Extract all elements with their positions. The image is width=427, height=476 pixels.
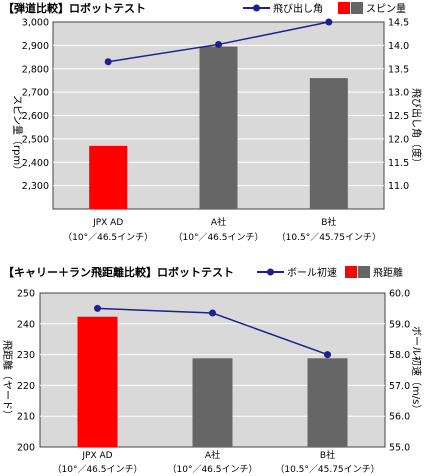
category-labels: JPX AD （10°／46.5インチ） A社 （10°／46.5インチ） B社 （10.… (63, 216, 381, 243)
bars (89, 46, 348, 210)
legend: 飛び出し角 スピン量 (243, 2, 406, 15)
left-tick-label: 230 (17, 350, 35, 361)
category-label: A社 (205, 449, 220, 461)
right-axis-ticks: 11.0 11.5 12.0 12.5 13.0 13.5 14.0 14.5 (388, 18, 409, 193)
right-tick-label: 58.0 (389, 350, 410, 361)
legend-bar-label: 飛距離 (373, 266, 403, 279)
right-tick-label: 55.0 (389, 443, 410, 454)
legend-bar-swatch (351, 2, 363, 14)
right-axis-ticks: 55.0 56.0 57.0 58.0 59.0 60.0 (389, 289, 410, 454)
category-label: JPX AD (92, 218, 123, 228)
bar-2 (192, 358, 233, 447)
bar-1 (77, 316, 118, 447)
chart-title: 【キャリー＋ラン飛距離比較】ロボットテスト (3, 265, 234, 279)
category-label: A社 (211, 216, 226, 228)
left-tick-label: 2,900 (22, 41, 49, 52)
bars (77, 316, 348, 447)
legend-line-marker (253, 4, 260, 12)
line-series (104, 18, 333, 66)
bar-3 (309, 78, 348, 209)
category-label: B社 (320, 449, 335, 461)
right-axis-label: ボール初速（m/s） (410, 326, 423, 414)
right-tick-label: 12.0 (388, 134, 409, 145)
left-axis-ticks: 200 210 220 230 240 250 (17, 289, 35, 454)
chart-ballistic: 【弾道比較】ロボットテスト 飛び出し角 スピン量 2,300 2,400 2,500… (3, 1, 423, 243)
line-point-3 (324, 351, 331, 359)
left-tick-label: 250 (17, 289, 35, 300)
left-axis-label: スピン量（rpm） (11, 95, 23, 175)
right-tick-label: 11.5 (388, 158, 409, 169)
category-spec-label: （10°／46.5インチ） (168, 464, 258, 475)
legend-highlight-swatch (345, 266, 357, 278)
category-spec-label: （10°／46.5インチ） (53, 464, 143, 475)
line-point-2 (209, 309, 216, 317)
legend-bar-label: スピン量 (366, 3, 406, 15)
line-point-1 (94, 304, 101, 312)
line-point-2 (215, 40, 222, 48)
left-tick-label: 2,400 (22, 158, 49, 169)
category-spec-label: （10°／46.5インチ） (63, 232, 153, 243)
left-tick-label: 200 (17, 443, 35, 454)
left-tick-label: 3,000 (22, 18, 49, 29)
right-tick-label: 13.0 (388, 88, 409, 99)
line-series (94, 304, 331, 359)
left-tick-label: 2,500 (22, 134, 49, 145)
line-point-3 (325, 18, 333, 26)
category-label: B社 (321, 216, 336, 228)
category-spec-label: （10°／46.5インチ） (174, 232, 264, 243)
bar-3 (307, 358, 348, 447)
right-axis-label: 飛び出し角（度） (410, 88, 423, 168)
right-tick-label: 56.0 (389, 412, 410, 423)
bar-1 (89, 145, 128, 209)
left-tick-label: 2,300 (22, 181, 49, 192)
category-spec-label: （10.5°／45.75インチ） (277, 232, 381, 243)
left-tick-label: 2,700 (22, 88, 49, 99)
legend: ボール初速 飛距離 (257, 266, 403, 279)
chart-distance: 【キャリー＋ラン飛距離比較】ロボットテスト ボール初速 飛距離 200 210 22… (1, 265, 423, 475)
right-tick-label: 14.5 (388, 18, 409, 29)
right-tick-label: 11.0 (388, 181, 409, 192)
left-tick-label: 210 (17, 412, 35, 423)
chart-title: 【弾道比較】ロボットテスト (3, 1, 146, 15)
right-tick-label: 59.0 (389, 319, 410, 330)
left-axis-label: 飛距離（ヤード） (1, 340, 14, 420)
legend-highlight-swatch (338, 2, 350, 14)
category-label: JPX AD (81, 451, 112, 461)
left-tick-label: 2,600 (22, 111, 49, 122)
right-tick-label: 60.0 (389, 289, 410, 300)
left-tick-label: 240 (17, 319, 35, 330)
legend-line-marker (267, 268, 274, 276)
right-tick-label: 12.5 (388, 111, 409, 122)
legend-line-label: 飛び出し角 (273, 2, 323, 15)
category-spec-label: （10.5°／45.75インチ） (275, 464, 379, 475)
left-tick-label: 2,800 (22, 64, 49, 75)
right-tick-label: 13.5 (388, 64, 409, 75)
category-labels: JPX AD （10°／46.5インチ） A社 （10°／46.5インチ） B社 （10.… (53, 449, 380, 475)
left-tick-label: 220 (17, 381, 35, 392)
left-axis-ticks: 2,300 2,400 2,500 2,600 2,700 2,800 2,900 3,000 (22, 18, 49, 193)
bar-2 (199, 46, 238, 210)
legend-bar-swatch (358, 266, 370, 278)
legend-line-label: ボール初速 (287, 266, 337, 279)
line-point-1 (104, 58, 112, 66)
right-tick-label: 57.0 (389, 381, 410, 392)
right-tick-label: 14.0 (388, 41, 409, 52)
